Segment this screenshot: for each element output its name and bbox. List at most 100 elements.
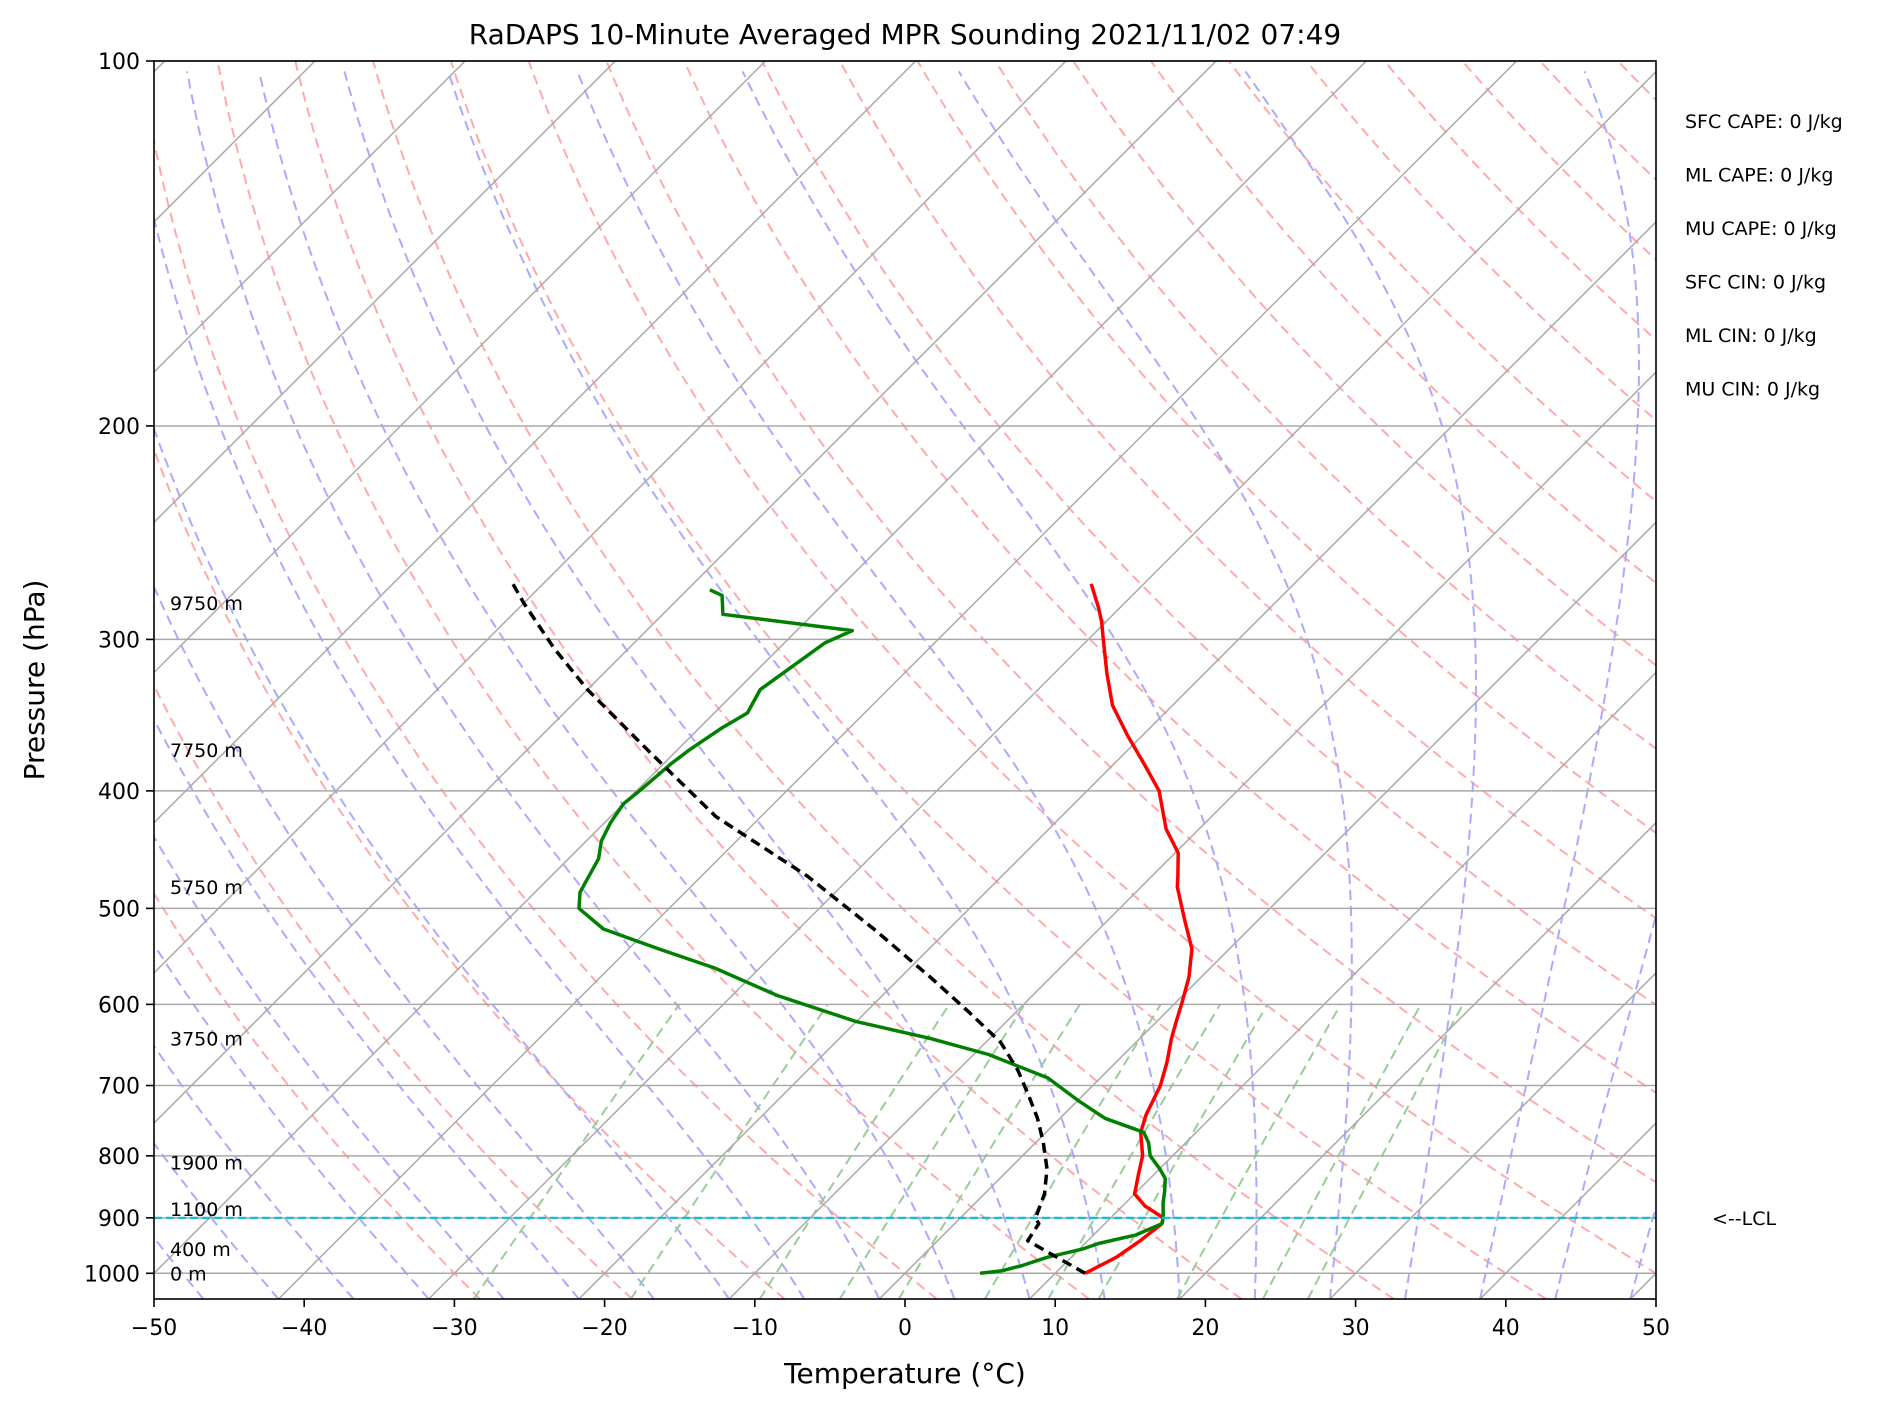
y-tick-label: 700 xyxy=(98,1075,140,1100)
dry-adiabat xyxy=(1383,61,1656,342)
height-label: 1100 m xyxy=(170,1199,243,1221)
index-label: MU CAPE: 0 J/kg xyxy=(1685,218,1837,240)
dry-adiabat xyxy=(154,891,481,1299)
moist-adiabat xyxy=(1705,71,1882,1299)
moist-adiabat xyxy=(741,70,1258,1299)
dry-adiabat xyxy=(1617,61,1656,102)
isotherm-line xyxy=(1329,971,1656,1299)
x-tick-label: −10 xyxy=(732,1316,778,1341)
height-label: 400 m xyxy=(170,1239,231,1261)
height-label: 3750 m xyxy=(170,1028,243,1050)
isotherm-line xyxy=(154,61,616,524)
dry-adiabat xyxy=(1696,61,1882,1299)
moist-adiabat xyxy=(154,942,430,1299)
y-tick-label: 500 xyxy=(98,897,140,922)
x-tick-label: 50 xyxy=(1642,1316,1670,1341)
moist-adiabat xyxy=(154,425,730,1299)
sounding-profiles xyxy=(511,583,1194,1276)
mixing-ratio-line xyxy=(1176,1003,1342,1299)
mixing-ratio-line xyxy=(1307,1003,1464,1299)
isotherm-line xyxy=(1629,1272,1656,1299)
height-label: 9750 m xyxy=(170,593,243,615)
x-tick-label: −40 xyxy=(281,1316,327,1341)
dry-adiabat xyxy=(154,447,786,1299)
moist-adiabat xyxy=(957,70,1353,1299)
dry-adiabat xyxy=(154,683,633,1299)
x-tick-label: 30 xyxy=(1342,1316,1370,1341)
moist-adiabat xyxy=(154,834,505,1299)
x-axis-ticks: −50 −40 −30 −20 −10 0 10 20 30 40 50 xyxy=(131,1299,1670,1341)
y-tick-label: 200 xyxy=(98,415,140,440)
y-tick-label: 300 xyxy=(98,628,140,653)
y-tick-label: 100 xyxy=(98,50,140,75)
isotherm-line xyxy=(154,61,466,374)
lcl-label: <--LCL xyxy=(1712,1208,1776,1230)
background-lines xyxy=(154,61,1882,1299)
isotherm-line xyxy=(154,61,917,824)
x-tick-label: 40 xyxy=(1492,1316,1520,1341)
isotherm-line xyxy=(154,61,1217,1125)
index-label: MU CIN: 0 J/kg xyxy=(1685,379,1820,401)
moist-adiabat xyxy=(1479,71,1640,1299)
dry-adiabat xyxy=(1539,61,1656,182)
moist-adiabat xyxy=(1781,71,1882,1299)
y-tick-label: 400 xyxy=(98,780,140,805)
dry-adiabat xyxy=(1461,61,1656,262)
dry-adiabat xyxy=(449,61,1547,1299)
x-tick-label: −30 xyxy=(431,1316,477,1341)
height-label: 7750 m xyxy=(170,740,243,762)
moist-adiabat xyxy=(154,717,580,1299)
y-tick-label: 900 xyxy=(98,1207,140,1232)
isotherm-line xyxy=(1781,61,1882,1299)
plot-frame xyxy=(153,60,1657,1300)
y-tick-label: 600 xyxy=(98,993,140,1018)
y-tick-label: 800 xyxy=(98,1145,140,1170)
isotherm-line xyxy=(277,61,1518,1299)
isotherm-line xyxy=(1179,821,1656,1299)
mixing-ratio-line xyxy=(629,1003,829,1299)
x-tick-label: 0 xyxy=(898,1316,912,1341)
dry-adiabat xyxy=(294,61,1243,1299)
dry-adiabat xyxy=(994,61,1656,750)
isotherm-line xyxy=(578,220,1656,1299)
chart-title: RaDAPS 10-Minute Averaged MPR Sounding 2… xyxy=(469,18,1341,51)
stability-indices: SFC CAPE: 0 J/kg ML CAPE: 0 J/kg MU CAPE: … xyxy=(1685,111,1843,401)
isotherm-line xyxy=(154,61,1067,974)
moist-adiabat xyxy=(343,71,1031,1299)
temperature-profile xyxy=(1084,583,1194,1275)
mixing-ratio-line xyxy=(1097,1003,1269,1299)
dry-adiabat xyxy=(372,61,1395,1299)
dry-adiabat xyxy=(605,61,1656,1184)
y-tick-label: 1000 xyxy=(84,1262,140,1287)
dry-adiabat xyxy=(216,61,1090,1299)
isotherm-line xyxy=(878,521,1656,1299)
index-label: SFC CIN: 0 J/kg xyxy=(1685,272,1826,294)
dry-adiabat xyxy=(916,61,1656,835)
dry-adiabat xyxy=(683,61,1656,1094)
x-tick-label: 10 xyxy=(1041,1316,1069,1341)
isotherm-line xyxy=(154,61,1367,1275)
isotherms xyxy=(154,61,1882,1299)
mixing-ratio-line xyxy=(897,1003,1081,1299)
x-tick-label: −20 xyxy=(581,1316,627,1341)
x-tick-label: −50 xyxy=(131,1316,177,1341)
index-label: SFC CAPE: 0 J/kg xyxy=(1685,111,1843,133)
isotherm-line xyxy=(728,371,1656,1299)
moist-adiabat xyxy=(447,71,1106,1299)
moist-adiabat xyxy=(154,1044,355,1299)
dry-adiabat xyxy=(761,61,1656,1007)
dewpoint-profile xyxy=(577,588,1167,1276)
dry-adiabat xyxy=(527,61,1656,1275)
moist-adiabat xyxy=(154,214,806,1299)
dry-adiabat xyxy=(154,136,938,1299)
height-label: 5750 m xyxy=(170,877,243,899)
index-label: ML CIN: 0 J/kg xyxy=(1685,325,1817,347)
isotherm-line xyxy=(1028,671,1656,1299)
lcl-marker: <--LCL xyxy=(154,1208,1776,1230)
isotherm-line xyxy=(428,70,1656,1299)
moist-adiabat xyxy=(1629,1203,1656,1299)
moist-adiabat xyxy=(154,584,655,1299)
mixing-ratio-line xyxy=(983,1003,1162,1299)
